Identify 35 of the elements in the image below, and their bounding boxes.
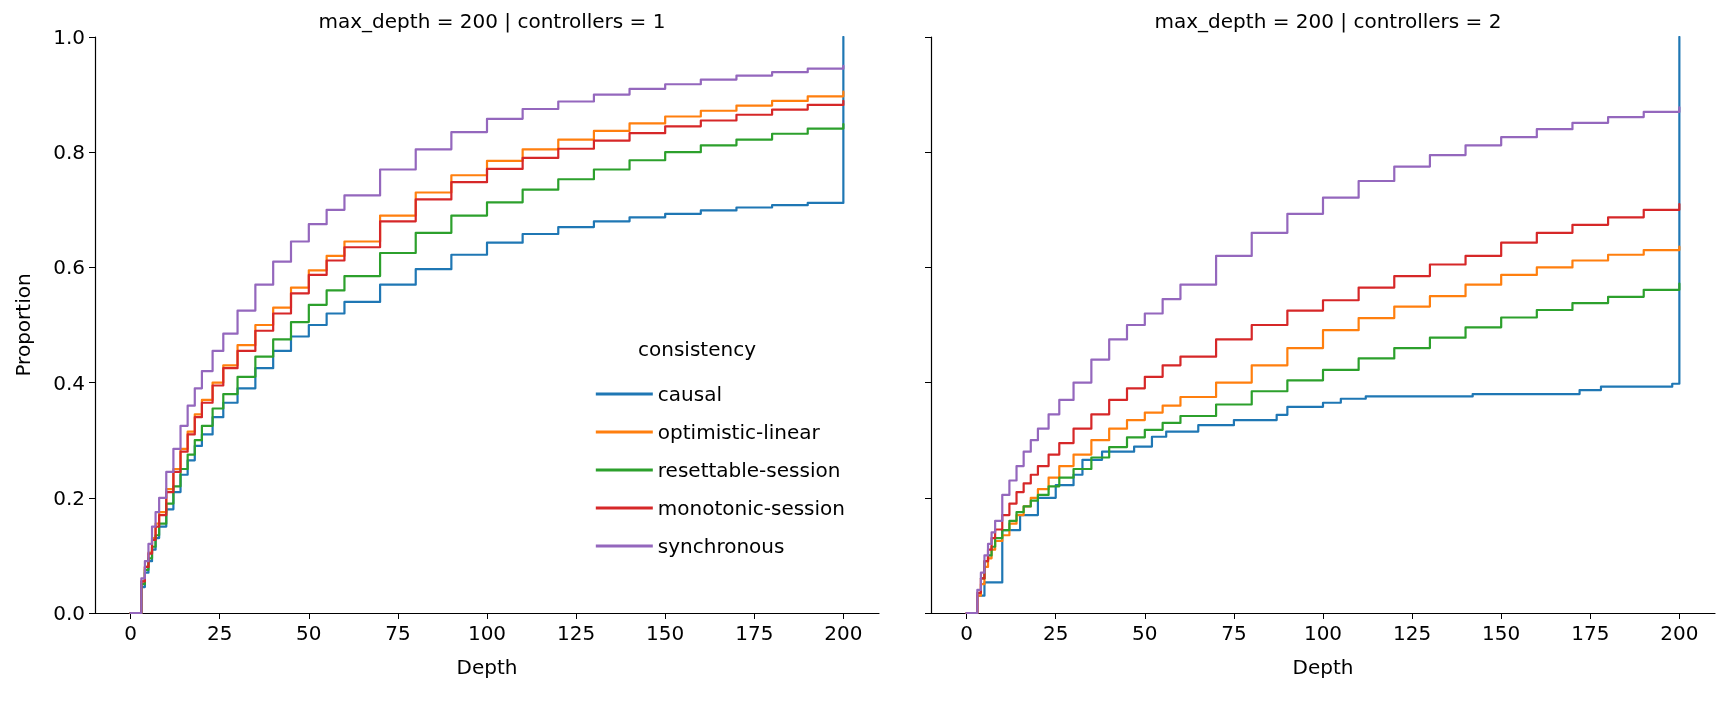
- y-axis-title: Proportion: [11, 273, 35, 377]
- y-tick-label: 0.4: [53, 370, 85, 395]
- x-tick-label: 0: [960, 621, 973, 645]
- x-tick-label: 75: [1221, 621, 1247, 645]
- x-tick-label: 200: [1660, 621, 1699, 645]
- legend-label: causal: [657, 382, 722, 406]
- x-tick-label: 200: [824, 621, 863, 645]
- x-tick-label: 175: [735, 621, 774, 645]
- legend-title: consistency: [638, 337, 757, 361]
- y-tick-label: 1.0: [53, 25, 85, 49]
- legend-label: synchronous: [657, 534, 785, 558]
- y-tick-label: 0.0: [53, 601, 85, 625]
- x-tick-label: 100: [467, 621, 507, 645]
- x-tick-label: 125: [1393, 621, 1432, 645]
- x-tick-label: 0: [124, 621, 137, 645]
- legend-label: monotonic-session: [657, 496, 845, 520]
- x-tick-label: 125: [557, 621, 596, 645]
- x-tick-label: 150: [646, 621, 685, 645]
- legend-label: optimistic-linear: [657, 420, 821, 444]
- x-tick-label: 25: [207, 621, 233, 645]
- chart-title: max_depth = 200 | controllers = 2: [1154, 9, 1502, 33]
- x-tick-label: 25: [1043, 621, 1069, 645]
- x-tick-label: 50: [296, 621, 322, 645]
- x-tick-label: 150: [1482, 621, 1521, 645]
- x-tick-label: 175: [1571, 621, 1610, 645]
- x-axis-title: Depth: [456, 655, 518, 679]
- x-tick-label: 50: [1132, 621, 1158, 645]
- legend-label: resettable-session: [657, 458, 841, 482]
- y-tick-label: 0.8: [53, 140, 85, 165]
- x-axis-title: Depth: [1292, 655, 1354, 679]
- y-tick-label: 0.6: [53, 255, 85, 280]
- x-tick-label: 75: [385, 621, 411, 645]
- x-tick-label: 100: [1303, 621, 1343, 645]
- chart-title: max_depth = 200 | controllers = 1: [318, 9, 666, 33]
- y-tick-label: 0.2: [53, 485, 85, 510]
